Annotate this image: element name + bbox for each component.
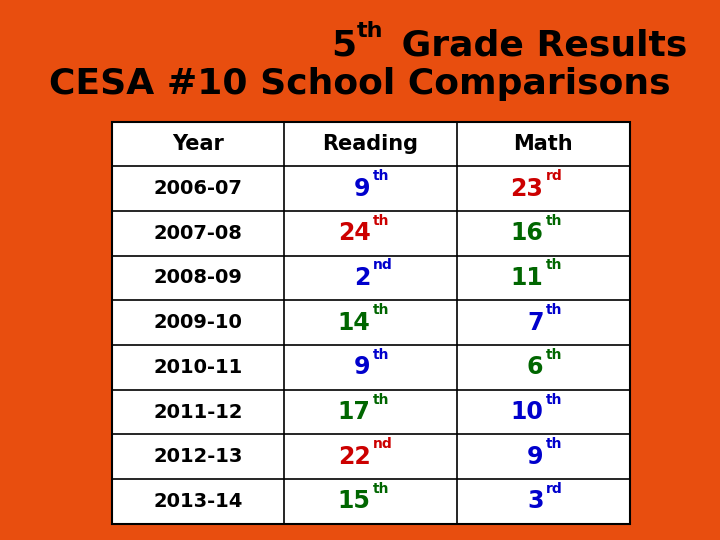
Text: 24: 24 bbox=[338, 221, 371, 245]
Text: th: th bbox=[546, 393, 562, 407]
Text: 15: 15 bbox=[338, 489, 371, 514]
FancyBboxPatch shape bbox=[112, 122, 630, 524]
Text: 17: 17 bbox=[338, 400, 371, 424]
Text: 5: 5 bbox=[331, 29, 356, 63]
Text: Reading: Reading bbox=[323, 134, 418, 154]
Text: 2: 2 bbox=[354, 266, 371, 290]
Text: 6: 6 bbox=[527, 355, 544, 379]
Text: th: th bbox=[546, 348, 562, 362]
Text: 9: 9 bbox=[354, 355, 371, 379]
Text: th: th bbox=[546, 259, 562, 273]
Text: 2010-11: 2010-11 bbox=[153, 358, 243, 377]
Text: th: th bbox=[373, 482, 390, 496]
Text: 16: 16 bbox=[510, 221, 544, 245]
Text: CESA #10 School Comparisons: CESA #10 School Comparisons bbox=[49, 67, 671, 100]
Text: rd: rd bbox=[546, 482, 562, 496]
Text: Math: Math bbox=[513, 134, 573, 154]
Text: 2011-12: 2011-12 bbox=[153, 402, 243, 422]
Text: th: th bbox=[373, 348, 390, 362]
Text: 3: 3 bbox=[527, 489, 544, 514]
Text: th: th bbox=[546, 437, 562, 451]
Text: th: th bbox=[373, 303, 390, 317]
Text: 23: 23 bbox=[510, 177, 544, 200]
Text: nd: nd bbox=[373, 437, 392, 451]
Text: 11: 11 bbox=[510, 266, 544, 290]
Text: 2012-13: 2012-13 bbox=[153, 447, 243, 466]
Text: th: th bbox=[356, 21, 383, 42]
Text: 9: 9 bbox=[354, 177, 371, 200]
Text: th: th bbox=[373, 214, 390, 228]
Text: th: th bbox=[373, 393, 390, 407]
Text: Year: Year bbox=[172, 134, 224, 154]
Text: th: th bbox=[546, 303, 562, 317]
Text: 10: 10 bbox=[510, 400, 544, 424]
Text: th: th bbox=[546, 214, 562, 228]
Text: 2013-14: 2013-14 bbox=[153, 492, 243, 511]
Text: 2009-10: 2009-10 bbox=[153, 313, 243, 332]
Text: 2008-09: 2008-09 bbox=[153, 268, 243, 287]
Text: rd: rd bbox=[546, 169, 562, 183]
Text: 2006-07: 2006-07 bbox=[153, 179, 243, 198]
Text: Grade Results: Grade Results bbox=[389, 29, 687, 63]
Text: 14: 14 bbox=[338, 310, 371, 335]
Text: 9: 9 bbox=[527, 445, 544, 469]
Text: th: th bbox=[373, 169, 390, 183]
Text: 7: 7 bbox=[527, 310, 544, 335]
Text: 2007-08: 2007-08 bbox=[153, 224, 243, 243]
Text: 22: 22 bbox=[338, 445, 371, 469]
Text: nd: nd bbox=[373, 259, 392, 273]
